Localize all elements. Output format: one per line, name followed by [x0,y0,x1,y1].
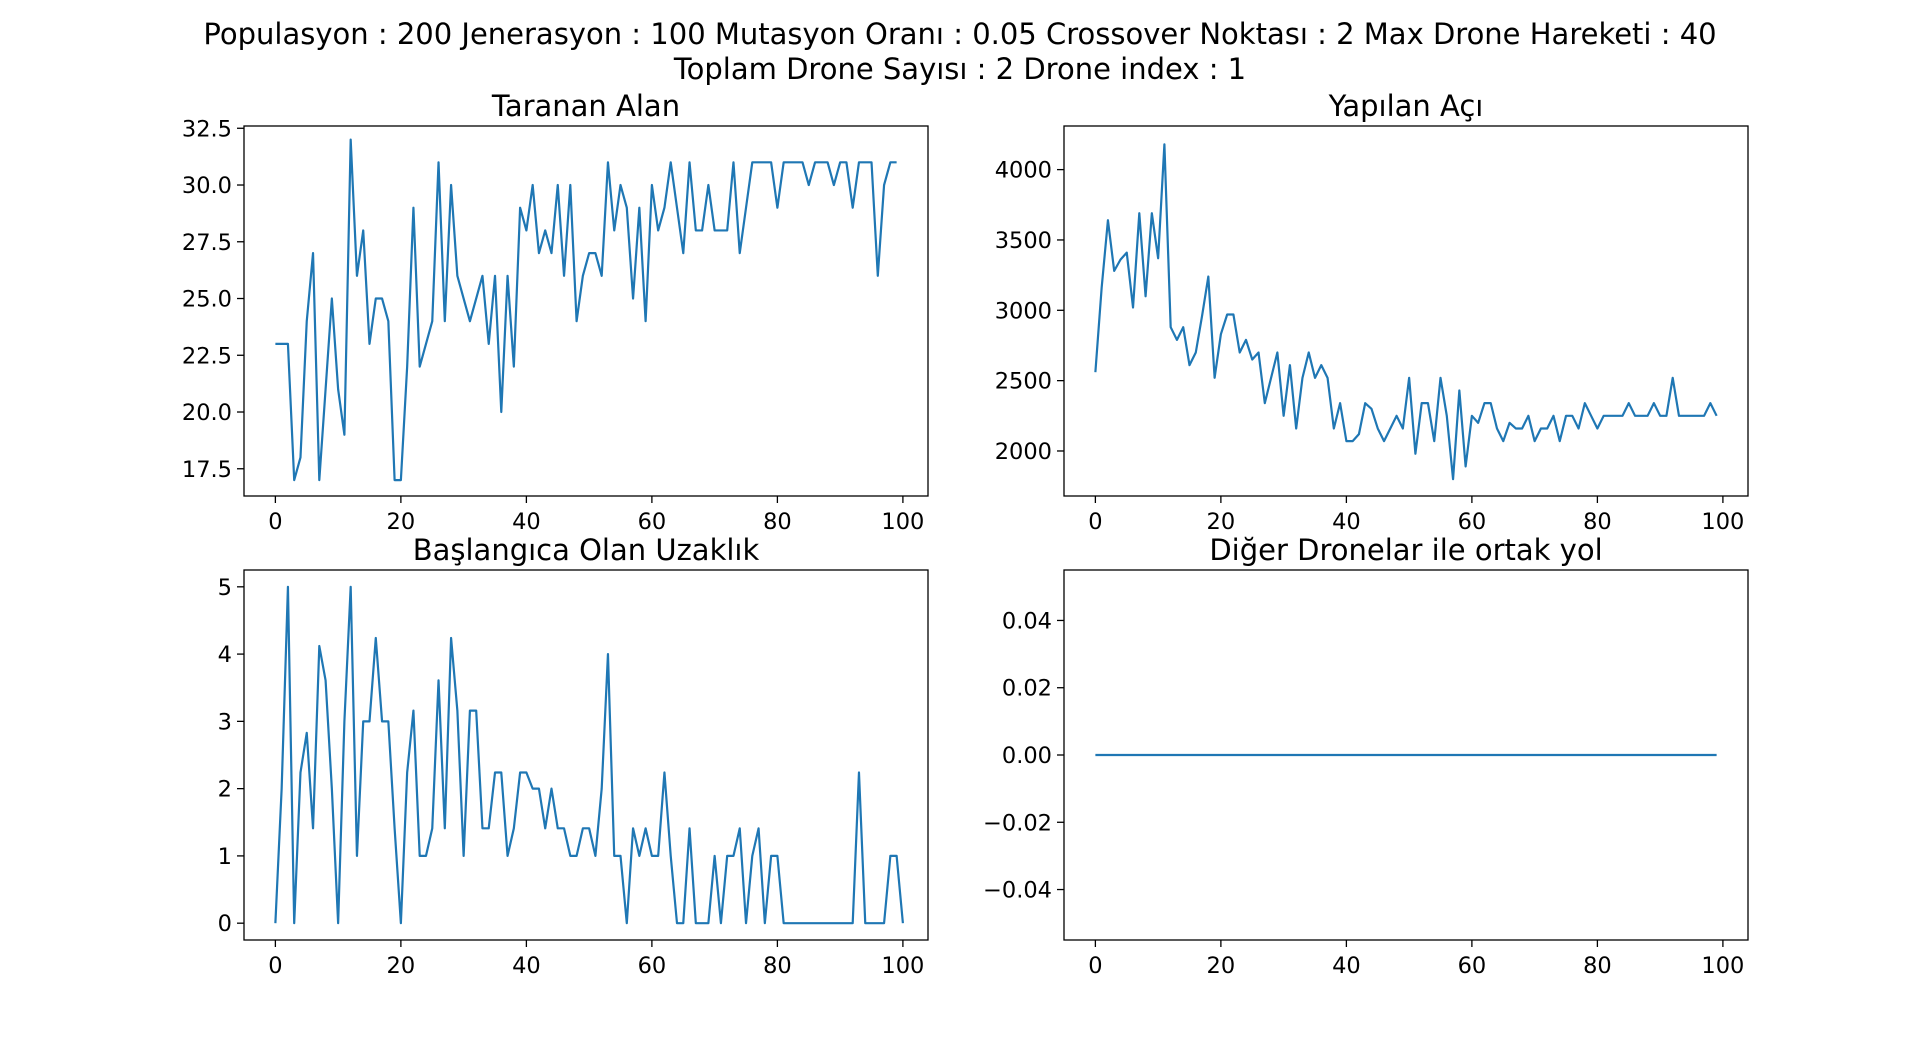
x-tick-label: 100 [881,953,924,979]
x-tick-label: 20 [387,953,416,979]
x-tick-label: 100 [881,509,924,535]
subplot-title: Yapılan Açı [1328,89,1484,123]
y-tick-label: −0.04 [983,878,1052,904]
x-tick-label: 80 [1583,953,1612,979]
y-tick-label: 0.02 [1002,676,1052,702]
y-tick-label: 20.0 [182,400,232,426]
y-tick-label: 3500 [995,228,1052,254]
subplot-taranan-alan: Taranan Alan 0 20 40 60 80 100 17.5 20.0 22.5 25.0… [182,89,929,535]
x-tick-label: 40 [512,509,541,535]
subplot-ortak-yol: Diğer Dronelar ile ortak yol 0 20 40 60 80 100… [983,533,1749,979]
y-tick-label: 25.0 [182,287,232,313]
y-tick-label: 27.5 [182,230,232,256]
y-tick-label: 30.0 [182,173,232,199]
x-tick-label: 80 [763,953,792,979]
x-tick-label: 20 [1207,509,1236,535]
subplot-title: Diğer Dronelar ile ortak yol [1209,533,1602,567]
x-tick-label: 60 [1458,509,1487,535]
x-tick-label: 20 [1207,953,1236,979]
y-tick-label: 0 [218,911,232,937]
series-line [275,138,897,482]
y-tick-label: 2500 [995,369,1052,395]
x-tick-label: 40 [1332,509,1361,535]
axes-frame [1063,125,1749,497]
y-tick-label: 0.00 [1002,743,1052,769]
y-tick-label: 1 [218,844,232,870]
y-tick-label: 2 [218,777,232,803]
x-tick-label: 0 [1088,509,1102,535]
axes-frame [243,125,929,497]
y-tick-label: −0.02 [983,810,1052,836]
x-tick-label: 100 [1701,509,1744,535]
subplot-baslangica-uzaklik: Başlangıca Olan Uzaklık 0 20 40 60 80 100 0 1 2 3 4… [218,533,929,979]
y-tick-label: 5 [218,575,232,601]
y-tick-label: 3000 [995,298,1052,324]
x-tick-label: 60 [638,953,667,979]
x-tick-label: 60 [638,509,667,535]
x-tick-label: 0 [268,953,282,979]
x-tick-label: 0 [268,509,282,535]
x-tick-label: 80 [1583,509,1612,535]
series-line [1094,143,1718,481]
x-tick-label: 80 [763,509,792,535]
x-tick-label: 60 [1458,953,1487,979]
suptitle-line-2: Toplam Drone Sayısı : 2 Drone index : 1 [673,52,1246,86]
x-tick-label: 40 [512,953,541,979]
suptitle-line-1: Populasyon : 200 Jenerasyon : 100 Mutasy… [203,17,1716,51]
subplot-title: Başlangıca Olan Uzaklık [413,533,760,567]
x-tick-label: 0 [1088,953,1102,979]
subplot-yapilan-aci: Yapılan Açı 0 20 40 60 80 100 2000 2500 3000 3500 4… [995,89,1749,535]
y-tick-label: 3 [218,709,232,735]
x-tick-label: 40 [1332,953,1361,979]
y-tick-label: 4 [218,642,232,668]
y-tick-label: 17.5 [182,457,232,483]
y-tick-label: 4000 [995,158,1052,184]
y-tick-label: 32.5 [182,116,232,142]
subplot-title: Taranan Alan [491,89,680,123]
series-line [274,585,904,925]
y-tick-label: 2000 [995,439,1052,465]
x-tick-label: 20 [387,509,416,535]
y-tick-label: 0.04 [1002,608,1052,634]
axes-frame [243,569,929,941]
y-tick-label: 22.5 [182,343,232,369]
x-tick-label: 100 [1701,953,1744,979]
